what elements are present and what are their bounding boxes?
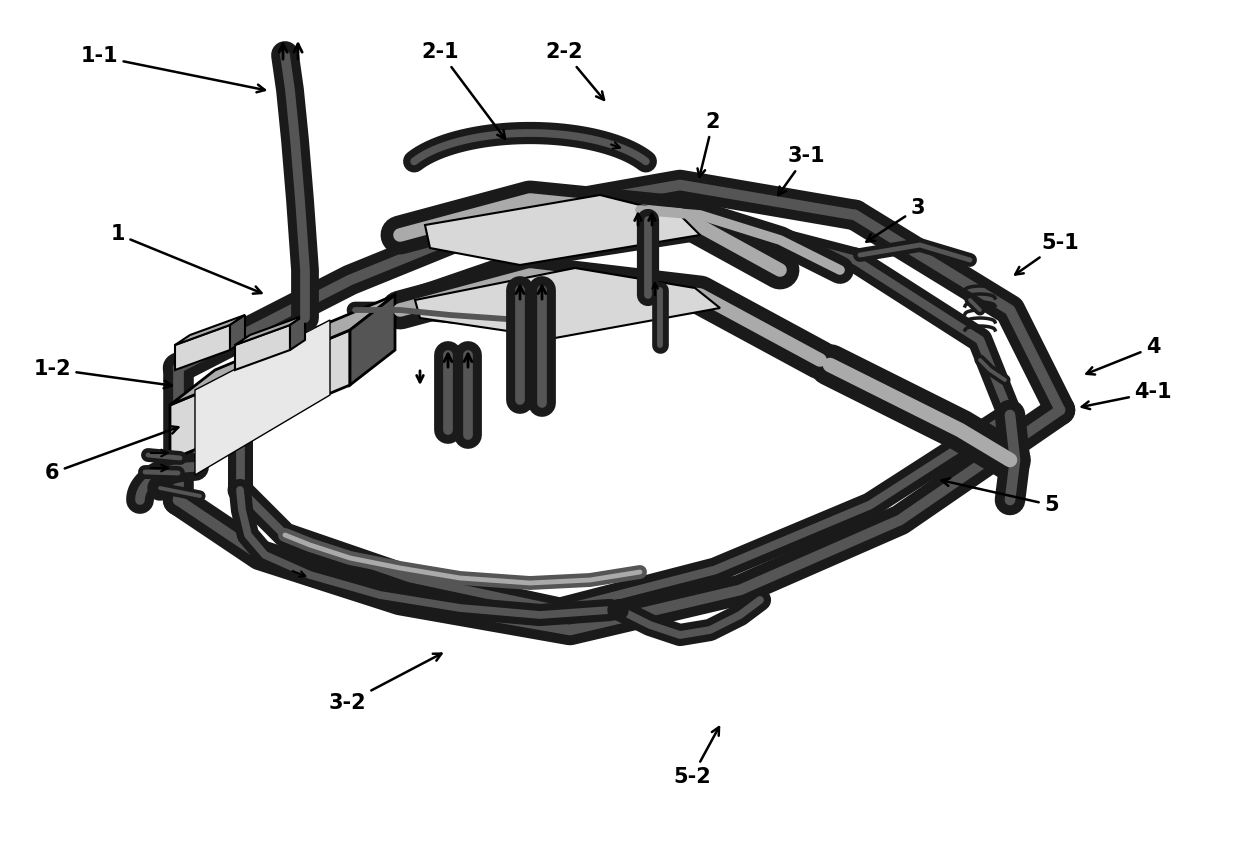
Polygon shape bbox=[170, 295, 396, 405]
Polygon shape bbox=[350, 295, 396, 385]
Polygon shape bbox=[236, 325, 290, 370]
Polygon shape bbox=[175, 315, 246, 345]
Text: 1-1: 1-1 bbox=[81, 46, 265, 92]
Text: 3-1: 3-1 bbox=[779, 146, 825, 195]
Text: 2: 2 bbox=[698, 111, 720, 177]
Text: 3-2: 3-2 bbox=[329, 654, 441, 713]
Circle shape bbox=[608, 600, 627, 620]
Text: 2-2: 2-2 bbox=[546, 42, 604, 100]
Polygon shape bbox=[425, 195, 701, 265]
Text: 5-1: 5-1 bbox=[1016, 233, 1079, 274]
Text: 1-2: 1-2 bbox=[33, 358, 172, 388]
Polygon shape bbox=[236, 315, 305, 345]
Polygon shape bbox=[415, 268, 720, 338]
Text: 3: 3 bbox=[867, 198, 925, 241]
Text: 4: 4 bbox=[1086, 337, 1161, 374]
Text: 1: 1 bbox=[110, 224, 262, 293]
Circle shape bbox=[148, 476, 172, 500]
Polygon shape bbox=[290, 315, 305, 350]
Text: 5: 5 bbox=[941, 478, 1059, 516]
Polygon shape bbox=[229, 315, 246, 350]
Text: 2-1: 2-1 bbox=[422, 42, 505, 139]
Text: 5-2: 5-2 bbox=[673, 727, 719, 787]
Text: 6: 6 bbox=[45, 426, 179, 483]
Text: 4-1: 4-1 bbox=[1081, 382, 1172, 409]
Polygon shape bbox=[195, 320, 330, 475]
Polygon shape bbox=[170, 330, 350, 460]
Polygon shape bbox=[175, 325, 229, 370]
